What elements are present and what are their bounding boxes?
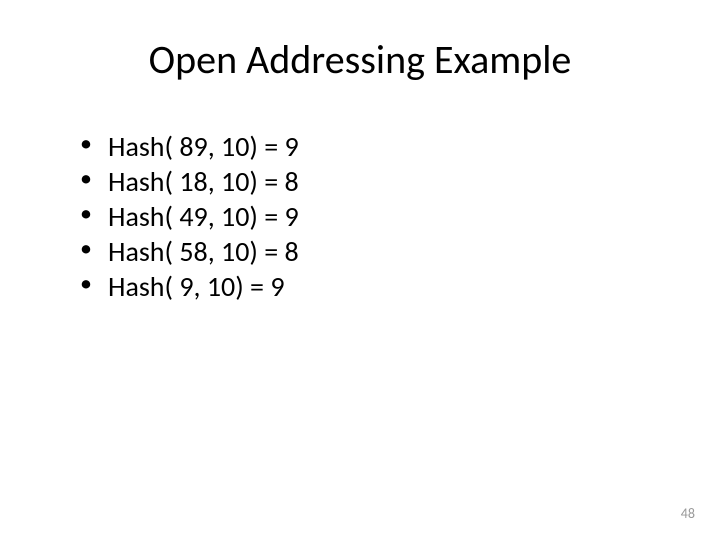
- slide-container: Open Addressing Example Hash( 89, 10) = …: [0, 0, 720, 540]
- bullet-item: Hash( 89, 10) = 9: [80, 129, 670, 164]
- bullet-item: Hash( 9, 10) = 9: [80, 269, 670, 304]
- bullet-item: Hash( 18, 10) = 8: [80, 164, 670, 199]
- page-number: 48: [681, 505, 695, 522]
- slide-title: Open Addressing Example: [50, 35, 670, 84]
- bullet-item: Hash( 49, 10) = 9: [80, 199, 670, 234]
- bullet-list: Hash( 89, 10) = 9 Hash( 18, 10) = 8 Hash…: [50, 129, 670, 304]
- bullet-item: Hash( 58, 10) = 8: [80, 234, 670, 269]
